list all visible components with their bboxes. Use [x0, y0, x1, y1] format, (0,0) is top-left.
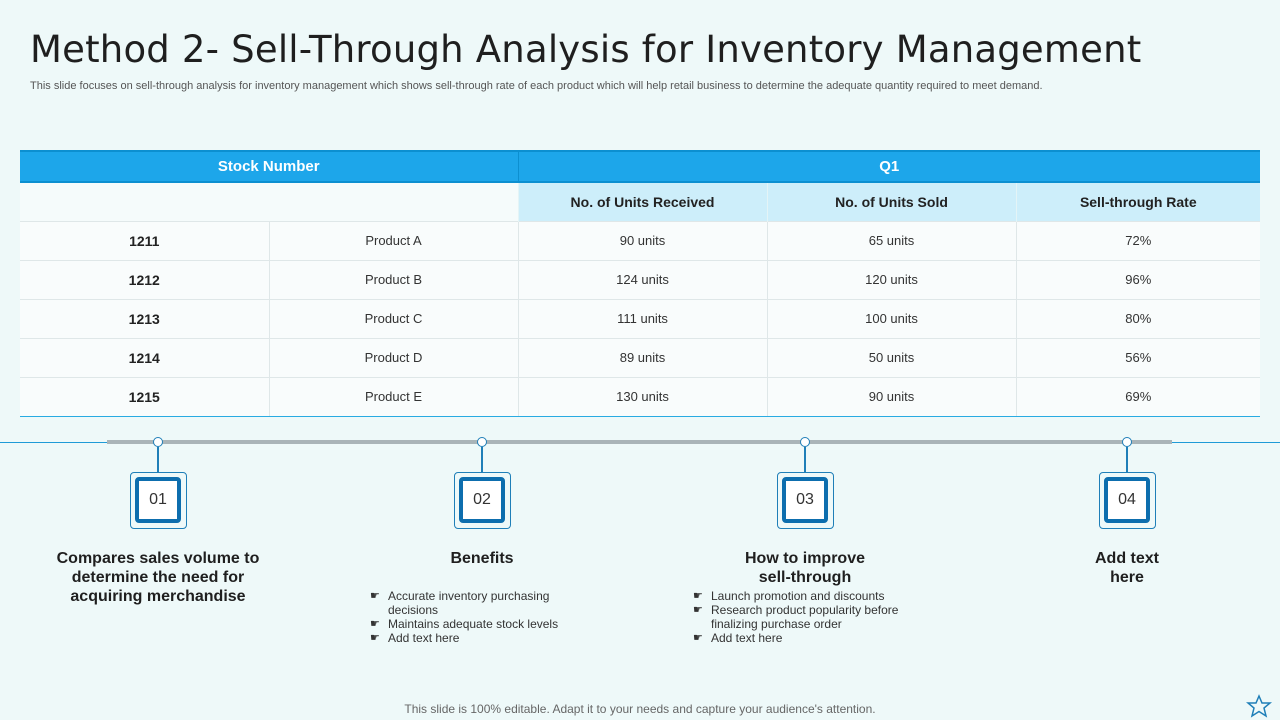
cell-sell-through-rate: 96%	[1015, 259, 1261, 299]
cell-units-sold: 100 units	[766, 298, 1017, 338]
list-item: ☛ Add text here	[370, 631, 580, 645]
cell-units-received: 130 units	[517, 376, 768, 416]
timeline-dot	[477, 437, 487, 447]
pointing-hand-icon: ☛	[370, 590, 380, 602]
cell-units-sold: 120 units	[766, 259, 1017, 299]
step-bullets: ☛ Launch promotion and discounts ☛ Researc…	[693, 589, 913, 645]
cell-product: Product C	[268, 298, 519, 338]
cell-units-received: 89 units	[517, 337, 768, 377]
cell-units-sold: 65 units	[766, 220, 1017, 260]
table-row: 1213 Product C 111 units 100 units 80%	[20, 298, 1261, 338]
step-title: Add text here	[1095, 550, 1159, 586]
list-item: ☛ Maintains adequate stock levels	[370, 617, 580, 631]
table-row: 1211 Product A 90 units 65 units 72%	[20, 220, 1261, 260]
step-number: 03	[782, 477, 828, 523]
header-units-sold: No. of Units Sold	[766, 182, 1017, 221]
page-title: Method 2- Sell-Through Analysis for Inve…	[30, 28, 1142, 71]
timeline-stem	[481, 447, 483, 472]
cell-stock-number: 1215	[20, 376, 269, 416]
bullet-text: Launch promotion and discounts	[711, 589, 885, 603]
cell-sell-through-rate: 80%	[1015, 298, 1261, 338]
cell-units-received: 111 units	[517, 298, 768, 338]
table-column-header-row: No. of Units Received No. of Units Sold …	[20, 182, 1261, 221]
bullet-text: Maintains adequate stock levels	[388, 617, 559, 631]
cell-product: Product E	[268, 376, 519, 416]
header-sell-through-rate: Sell-through Rate	[1015, 182, 1261, 221]
cell-units-received: 90 units	[517, 220, 768, 260]
cell-product: Product B	[268, 259, 519, 299]
cell-product: Product A	[268, 220, 519, 260]
cell-stock-number: 1213	[20, 298, 269, 338]
timeline-dot	[800, 437, 810, 447]
cell-units-sold: 50 units	[766, 337, 1017, 377]
cell-sell-through-rate: 56%	[1015, 337, 1261, 377]
pointing-hand-icon: ☛	[693, 604, 703, 616]
timeline-dot	[1122, 437, 1132, 447]
star-icon	[1246, 694, 1272, 718]
header-blank-cell	[20, 182, 519, 221]
bullet-text: Research product popularity before final…	[711, 603, 899, 631]
header-q1: Q1	[517, 150, 1261, 183]
table-group-header-row: Stock Number Q1	[20, 150, 1261, 183]
step-badge: 04	[1099, 472, 1156, 529]
step-title: How to improve sell-through	[744, 550, 865, 586]
list-item: ☛ Launch promotion and discounts	[693, 589, 913, 603]
step-number: 01	[135, 477, 181, 523]
cell-product: Product D	[268, 337, 519, 377]
header-units-received: No. of Units Received	[517, 182, 768, 221]
step-number: 02	[459, 477, 505, 523]
cell-units-received: 124 units	[517, 259, 768, 299]
list-item: ☛ Add text here	[693, 631, 913, 645]
footer-note: This slide is 100% editable. Adapt it to…	[404, 702, 876, 716]
table-row: 1212 Product B 124 units 120 units 96%	[20, 259, 1261, 299]
pointing-hand-icon: ☛	[370, 618, 380, 630]
step-title: Benefits	[450, 550, 514, 567]
step-number: 04	[1104, 477, 1150, 523]
step-title: Compares sales volume to determine the n…	[56, 550, 260, 605]
timeline-stem	[804, 447, 806, 472]
cell-stock-number: 1214	[20, 337, 269, 377]
timeline-stem	[157, 447, 159, 472]
step-badge: 03	[777, 472, 834, 529]
table-row: 1214 Product D 89 units 50 units 56%	[20, 337, 1261, 377]
cell-sell-through-rate: 72%	[1015, 220, 1261, 260]
cell-units-sold: 90 units	[766, 376, 1017, 416]
pointing-hand-icon: ☛	[693, 632, 703, 644]
list-item: ☛ Research product popularity before fina…	[693, 603, 913, 631]
cell-sell-through-rate: 69%	[1015, 376, 1261, 416]
timeline-line	[107, 440, 1172, 444]
page-subtitle: This slide focuses on sell-through analy…	[30, 80, 1043, 92]
cell-stock-number: 1211	[20, 220, 269, 260]
cell-stock-number: 1212	[20, 259, 269, 299]
list-item: ☛ Accurate inventory purchasing decisions	[370, 589, 580, 617]
bullet-text: Accurate inventory purchasing decisions	[388, 589, 550, 617]
timeline-stem	[1126, 447, 1128, 472]
bullet-text: Add text here	[711, 631, 783, 645]
step-badge: 01	[130, 472, 187, 529]
timeline-dot	[153, 437, 163, 447]
pointing-hand-icon: ☛	[693, 590, 703, 602]
header-stock-number: Stock Number	[20, 150, 519, 183]
pointing-hand-icon: ☛	[370, 632, 380, 644]
bullet-text: Add text here	[388, 631, 460, 645]
sell-through-table: Stock Number Q1 No. of Units Received No…	[20, 150, 1261, 417]
step-bullets: ☛ Accurate inventory purchasing decisions…	[370, 589, 580, 645]
table-row: 1215 Product E 130 units 90 units 69%	[20, 376, 1261, 416]
step-badge: 02	[454, 472, 511, 529]
